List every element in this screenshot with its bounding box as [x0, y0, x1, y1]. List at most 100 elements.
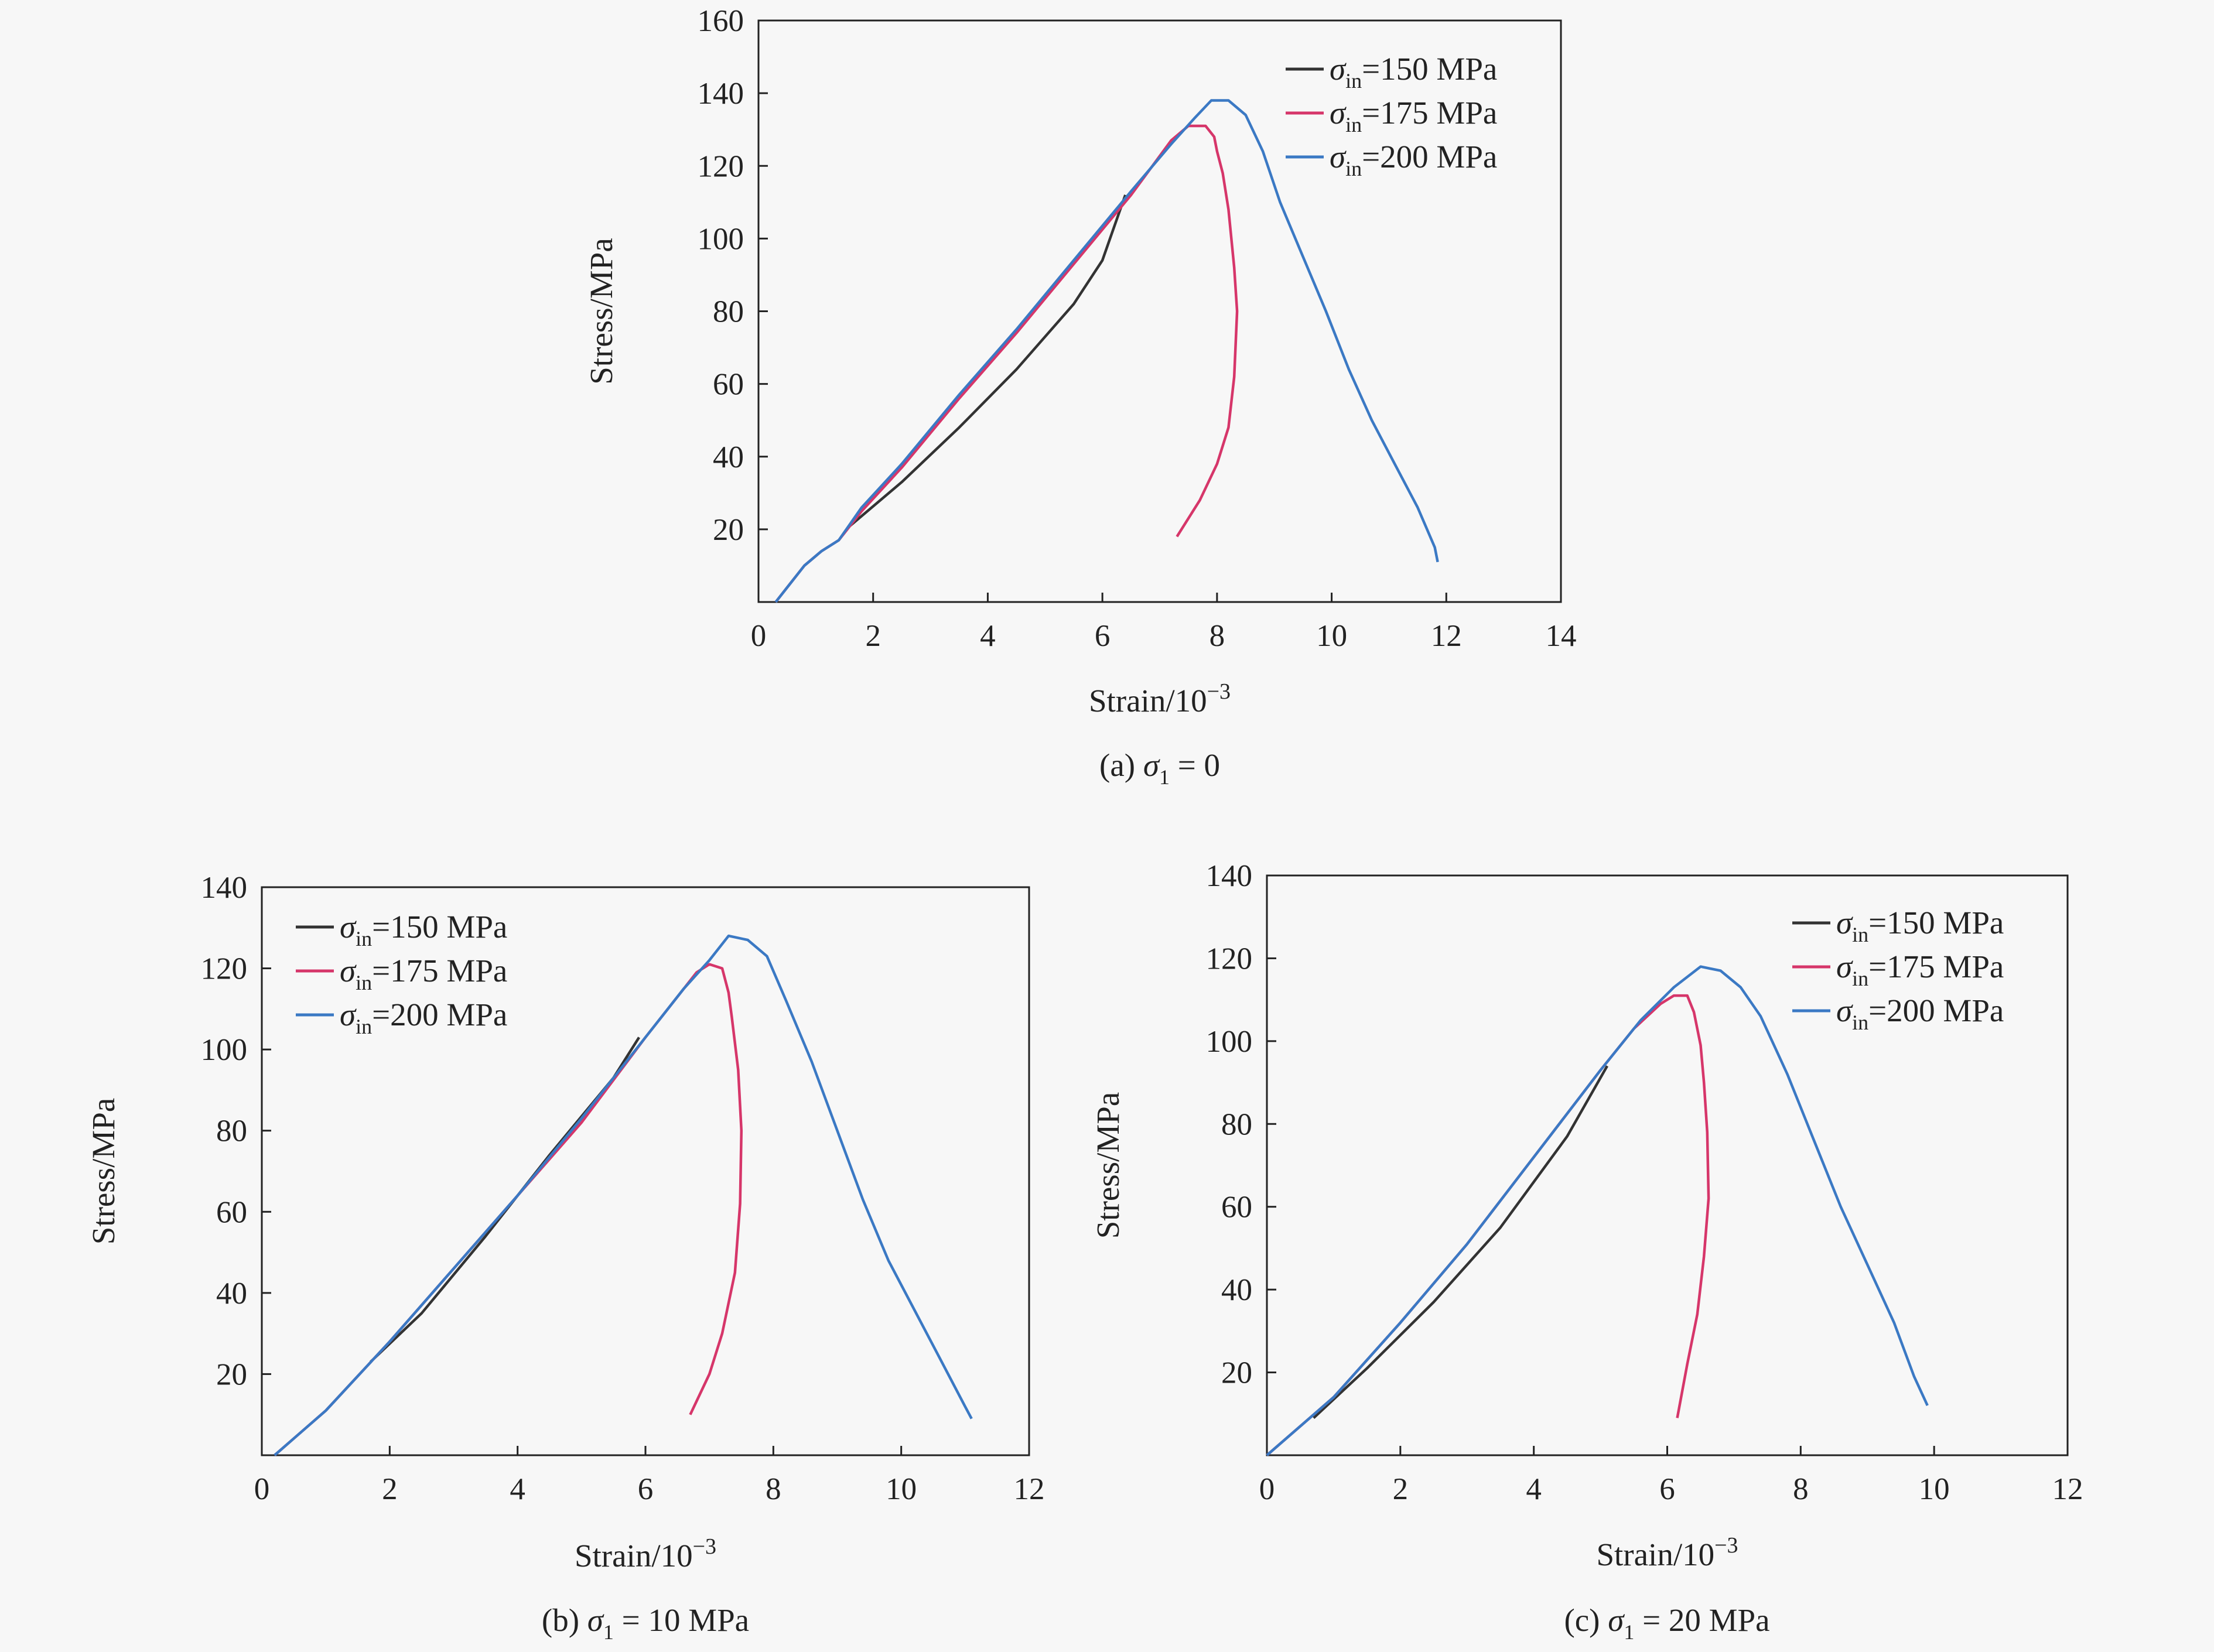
x-axis-title: Strain/10−3	[575, 1534, 716, 1574]
x-tick-label: 12	[2052, 1472, 2083, 1506]
y-axis-title: Stress/MPa	[86, 1098, 121, 1245]
x-tick-label: 12	[1431, 619, 1462, 653]
caption-prefix: (b)	[542, 1602, 587, 1638]
y-tick-label: 80	[1221, 1107, 1252, 1141]
legend-subscript: in	[1345, 157, 1362, 180]
x-tick-label: 10	[886, 1472, 917, 1506]
caption-prefix: (c)	[1564, 1602, 1608, 1638]
legend-value: =150 MPa	[372, 909, 507, 945]
x-tick-label: 0	[1259, 1472, 1275, 1506]
caption-subscript: 1	[1159, 765, 1170, 789]
y-tick-label: 80	[216, 1114, 247, 1148]
legend-label-1: σin=175 MPa	[1330, 95, 1497, 136]
x-tick-label: 8	[1793, 1472, 1809, 1506]
series-line-0	[370, 1037, 641, 1363]
legend-symbol: σ	[1330, 51, 1347, 87]
x-tick-label: 8	[766, 1472, 781, 1506]
y-tick-label: 40	[1221, 1273, 1252, 1307]
legend-label-2: σin=200 MPa	[340, 997, 507, 1038]
legend-value: =175 MPa	[372, 953, 507, 989]
panel-caption: (c) σ1 = 20 MPa	[1564, 1602, 1769, 1644]
y-tick-label: 40	[713, 440, 744, 474]
legend-subscript: in	[1345, 69, 1362, 93]
caption-symbol: σ	[1143, 747, 1160, 783]
legend-value: =150 MPa	[1868, 905, 2004, 940]
legend-value: =200 MPa	[1362, 139, 1497, 175]
x-tick-label: 2	[382, 1472, 398, 1506]
x-tick-label: 8	[1210, 619, 1225, 653]
legend-subscript: in	[1852, 967, 1868, 990]
x-tick-label: 4	[510, 1472, 525, 1506]
y-tick-label: 80	[713, 295, 744, 329]
x-axis-title-exponent: −3	[693, 1534, 716, 1559]
legend-symbol: σ	[1836, 905, 1853, 940]
legend-value: =200 MPa	[372, 997, 507, 1032]
x-axis-title-exponent: −3	[1207, 679, 1231, 704]
legend-subscript: in	[1345, 113, 1362, 136]
caption-suffix: = 10 MPa	[614, 1602, 749, 1638]
caption-suffix: = 20 MPa	[1634, 1602, 1769, 1638]
x-tick-label: 2	[865, 619, 881, 653]
legend-label-1: σin=175 MPa	[340, 953, 507, 994]
caption-symbol: σ	[587, 1602, 604, 1638]
chart-panel-c: 0 2 4 6 8 10 1220406080100120140Strain/10−3Str…	[1090, 859, 2083, 1644]
x-tick-label: 14	[1546, 619, 1577, 653]
x-tick-label: 10	[1919, 1472, 1950, 1506]
legend-label-1: σin=175 MPa	[1836, 949, 2004, 990]
y-tick-label: 60	[1221, 1191, 1252, 1225]
x-tick-label: 4	[1526, 1472, 1542, 1506]
y-tick-label: 140	[698, 77, 744, 111]
panel-caption: (a) σ1 = 0	[1099, 747, 1220, 789]
chart-panel-a: 0 2 4 6 8 10 12 14 20 40 60 80 100 120 140 160 Strain/10…	[583, 4, 1577, 789]
legend-subscript: in	[356, 1015, 372, 1038]
x-tick-label: 0	[751, 619, 767, 653]
y-tick-label: 140	[201, 871, 248, 905]
panel-caption: (b) σ1 = 10 MPa	[542, 1602, 749, 1644]
y-tick-label: 120	[1206, 942, 1253, 976]
y-tick-label: 20	[1221, 1356, 1252, 1390]
legend-label-0: σin=150 MPa	[340, 909, 507, 950]
x-tick-label: 10	[1316, 619, 1347, 653]
legend-subscript: in	[1852, 1011, 1868, 1034]
series-line-2	[274, 934, 973, 1456]
y-axis-title: Stress/MPa	[1090, 1092, 1126, 1239]
caption-subscript: 1	[603, 1620, 614, 1644]
y-tick-label: 60	[713, 368, 744, 402]
caption-symbol: σ	[1608, 1602, 1625, 1638]
y-tick-label: 20	[216, 1357, 247, 1391]
caption-prefix: (a)	[1099, 747, 1143, 783]
legend-value: =150 MPa	[1362, 51, 1497, 87]
x-tick-label: 6	[638, 1472, 654, 1506]
legend-symbol: σ	[340, 997, 357, 1032]
x-tick-label: 12	[1014, 1472, 1045, 1506]
x-tick-label: 6	[1095, 619, 1111, 653]
y-tick-label: 20	[713, 513, 744, 547]
legend-symbol: σ	[1836, 993, 1853, 1028]
y-tick-label: 60	[216, 1195, 247, 1229]
legend-symbol: σ	[1330, 95, 1347, 131]
legend-value: =175 MPa	[1868, 949, 2004, 984]
legend-symbol: σ	[1836, 949, 1853, 984]
y-tick-label: 140	[1206, 859, 1253, 893]
y-tick-label: 100	[698, 222, 744, 256]
y-tick-label: 100	[1206, 1025, 1253, 1059]
series-line-2	[774, 99, 1439, 603]
legend-symbol: σ	[340, 909, 357, 945]
x-axis-title-exponent: −3	[1714, 1533, 1738, 1558]
series-line-0	[1313, 1065, 1608, 1420]
x-axis-title: Strain/10−3	[1596, 1533, 1738, 1572]
x-tick-label: 6	[1659, 1472, 1675, 1506]
x-tick-label: 0	[254, 1472, 270, 1506]
legend-label-0: σin=150 MPa	[1836, 905, 2004, 946]
series-line-0	[849, 194, 1127, 527]
y-tick-label: 120	[201, 952, 248, 986]
y-tick-label: 160	[698, 4, 744, 38]
legend-value: =175 MPa	[1362, 95, 1497, 131]
legend-symbol: σ	[1330, 139, 1347, 175]
legend-label-2: σin=200 MPa	[1330, 139, 1497, 180]
